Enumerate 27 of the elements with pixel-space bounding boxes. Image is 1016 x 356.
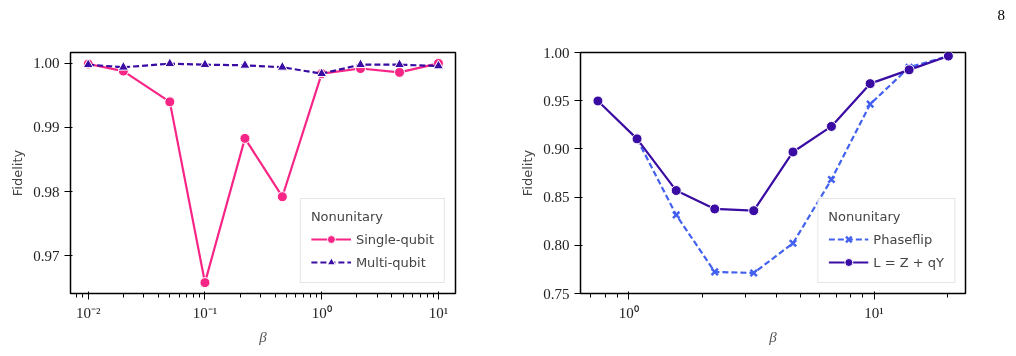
y-axis-title: Fidelity [10, 149, 26, 197]
y-axis-title: Fidelity [520, 149, 536, 197]
legend-title: Nonunitary [828, 209, 902, 224]
legend-label: Single-qubit [355, 231, 434, 247]
y-tick-label: 0.98 [33, 183, 60, 200]
y-tick-label: 0.80 [543, 237, 570, 254]
y-tick-label: 0.99 [33, 119, 60, 136]
legend-title: Nonunitary [310, 209, 384, 224]
x-tick-label: 10⁰ [311, 304, 332, 321]
legend-label: L = Z + qY [873, 254, 944, 270]
x-tick-label: 10¹ [428, 304, 449, 321]
x-axis-title: β [768, 328, 778, 345]
y-tick-label: 0.95 [543, 92, 570, 109]
x-tick-label: 10⁰ [618, 304, 639, 321]
x-axis-title: β [258, 328, 268, 345]
y-tick-label: 0.85 [543, 189, 570, 206]
y-tick-label: 0.75 [543, 285, 570, 302]
x-tick-label: 10¹ [864, 304, 884, 321]
legend-label: Phaseflip [873, 231, 933, 247]
y-tick-label: 1.00 [543, 44, 570, 61]
text: 8 [997, 6, 1005, 25]
y-tick-label: 0.97 [33, 247, 60, 264]
y-tick-label: 1.00 [33, 55, 60, 72]
x-tick-label: 10⁻¹ [192, 304, 218, 321]
legend-label: Multi-qubit [355, 254, 426, 270]
x-tick-label: 10⁻² [75, 304, 101, 321]
y-tick-label: 0.90 [543, 140, 570, 157]
